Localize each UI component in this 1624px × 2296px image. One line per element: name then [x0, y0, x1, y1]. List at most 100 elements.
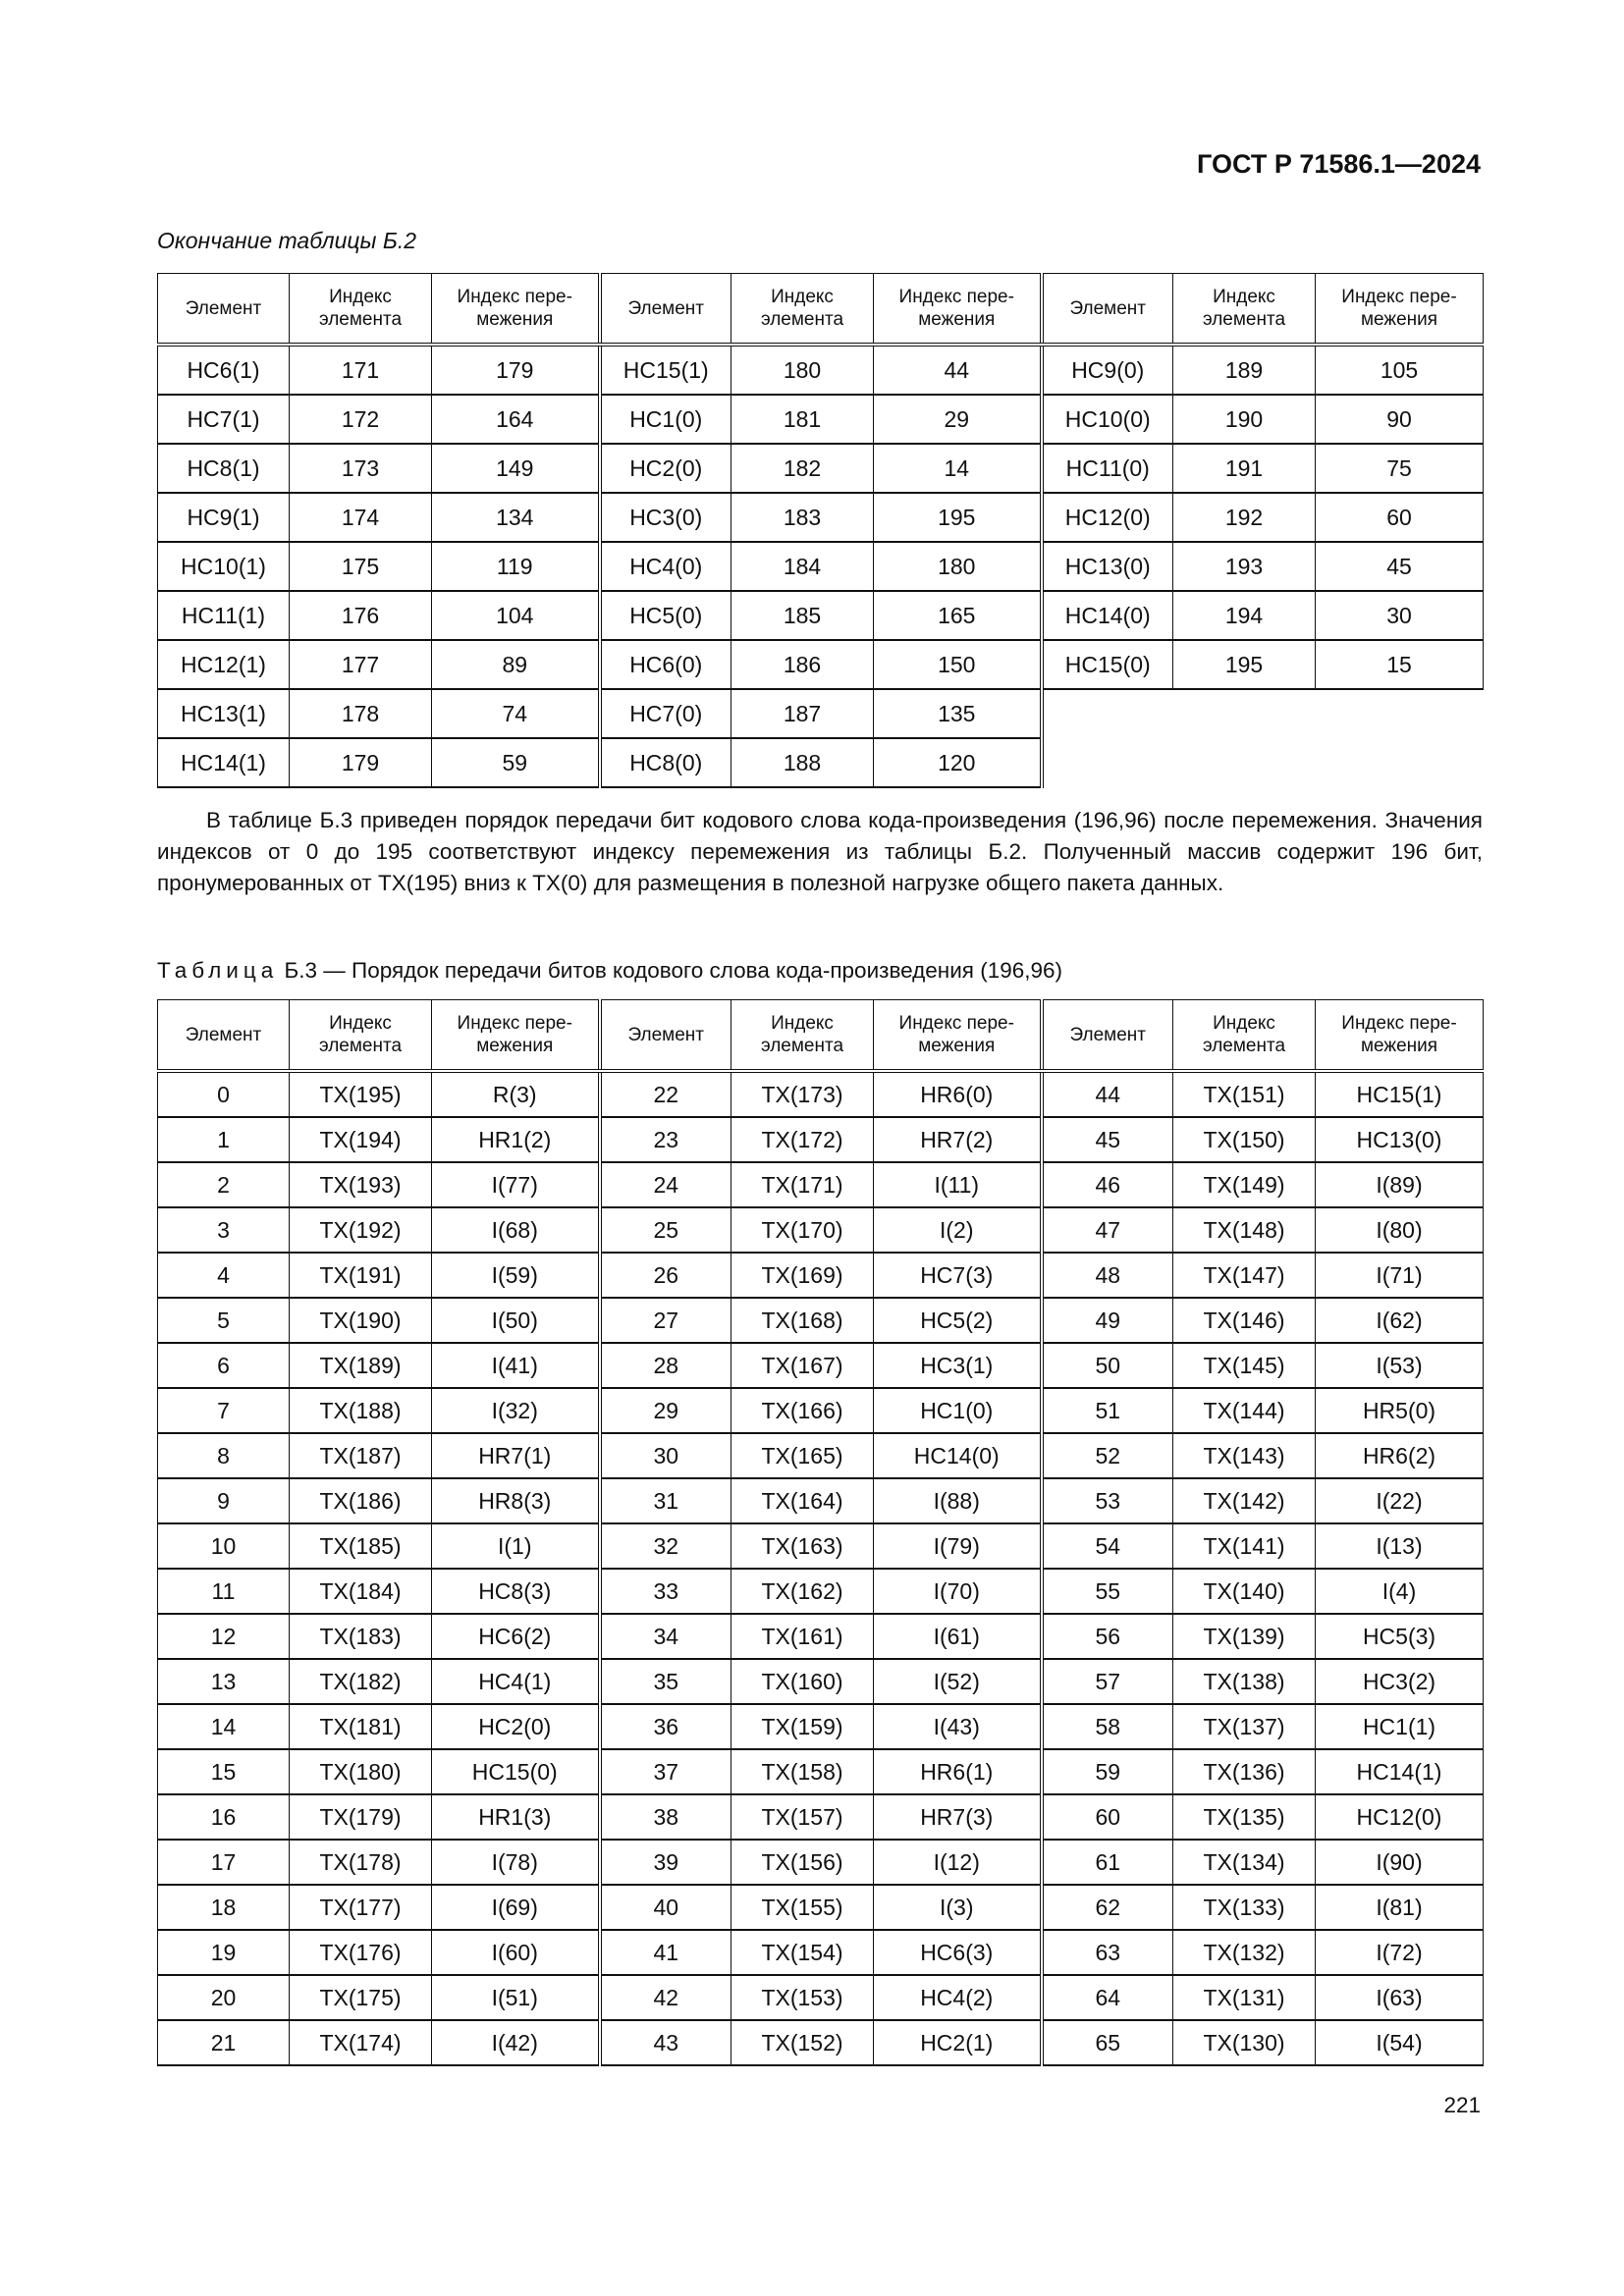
table-cell: 150	[873, 639, 1042, 690]
table-cell: 55	[1039, 1568, 1173, 1615]
column-header: Элемент	[597, 273, 731, 347]
table-row: 21 TX(174) I(42) 43 TX(152) HC2(1) 65 TX(130) I(…	[157, 2019, 1484, 2066]
table-cell: HC1(0)	[873, 1387, 1042, 1434]
table-cell: 89	[431, 639, 600, 690]
table-cell: TX(132)	[1172, 1929, 1316, 1976]
table-continuation-label: Окончание таблицы Б.2	[157, 228, 417, 253]
table-cell: I(77)	[431, 1161, 600, 1208]
table-cell: 182	[731, 443, 874, 494]
table-cell: 187	[731, 688, 874, 739]
column-header: Индекс пере-межения	[1315, 273, 1484, 347]
table-row: 4 TX(191) I(59) 26 TX(169) HC7(3) 48 TX(147) I(7…	[157, 1252, 1484, 1299]
table-cell: 195	[873, 492, 1042, 543]
table-row: 9 TX(186) HR8(3) 31 TX(164) I(88) 53 TX(142) I(2…	[157, 1477, 1484, 1524]
table-cell: TX(176)	[289, 1929, 432, 1976]
table-cell: 173	[289, 443, 432, 494]
table-cell: 48	[1039, 1252, 1173, 1299]
table-cell: 177	[289, 639, 432, 690]
table-cell: I(41)	[431, 1342, 600, 1389]
header-row: Элемент Индекс элемента Индекс пере-межени…	[157, 999, 1484, 1073]
table-cell: 50	[1039, 1342, 1173, 1389]
table-cell: TX(186)	[289, 1477, 432, 1524]
table-cell: TX(181)	[289, 1703, 432, 1750]
table-cell: HC13(0)	[1039, 541, 1173, 592]
table-cell: TX(175)	[289, 1974, 432, 2021]
table-cell: 16	[157, 1793, 290, 1841]
table-cell: HR7(2)	[873, 1116, 1042, 1163]
table-cell: HC4(1)	[431, 1658, 600, 1705]
table-cell: 6	[157, 1342, 290, 1389]
table-cell: 62	[1039, 1884, 1173, 1931]
column-header: Индекс элемента	[1172, 999, 1316, 1073]
table-cell: HC8(0)	[597, 737, 731, 788]
table-cell: I(3)	[873, 1884, 1042, 1931]
column-header: Индекс пере-межения	[431, 999, 600, 1073]
table-cell: 39	[597, 1839, 731, 1886]
table-cell: HR1(3)	[431, 1793, 600, 1841]
table-cell: 5	[157, 1297, 290, 1344]
table-cell: 178	[289, 688, 432, 739]
table-cell: HR7(1)	[431, 1432, 600, 1479]
table-cell: HC5(0)	[597, 590, 731, 641]
table-cell: 45	[1039, 1116, 1173, 1163]
table-cell: I(50)	[431, 1297, 600, 1344]
column-header: Индекс пере-межения	[873, 999, 1042, 1073]
table-row: 7 TX(188) I(32) 29 TX(166) HC1(0) 51 TX(144) HR5…	[157, 1387, 1484, 1434]
table-cell: I(1)	[431, 1522, 600, 1570]
table-cell: TX(140)	[1172, 1568, 1316, 1615]
table-cell: TX(192)	[289, 1206, 432, 1254]
table-cell: TX(148)	[1172, 1206, 1316, 1254]
table-cell: 15	[157, 1748, 290, 1795]
table-cell: 149	[431, 443, 600, 494]
table-cell: 120	[873, 737, 1042, 788]
table-cell: I(60)	[431, 1929, 600, 1976]
table-cell: TX(194)	[289, 1116, 432, 1163]
table-cell: TX(141)	[1172, 1522, 1316, 1570]
table-cell: I(71)	[1315, 1252, 1484, 1299]
table-cell: I(61)	[873, 1613, 1042, 1660]
table-cell: I(54)	[1315, 2019, 1484, 2066]
table-cell: 63	[1039, 1929, 1173, 1976]
table-cell: 40	[597, 1884, 731, 1931]
table-cell: HC11(1)	[157, 590, 290, 641]
table-cell: 17	[157, 1839, 290, 1886]
table-cell: 8	[157, 1432, 290, 1479]
table-cell: HC4(2)	[873, 1974, 1042, 2021]
table-cell: TX(172)	[731, 1116, 874, 1163]
table-cell: I(53)	[1315, 1342, 1484, 1389]
table-cell: HC4(0)	[597, 541, 731, 592]
table-cell: TX(150)	[1172, 1116, 1316, 1163]
table-cell: TX(135)	[1172, 1793, 1316, 1841]
column-header: Индекс элемента	[289, 999, 432, 1073]
table-cell: I(51)	[431, 1974, 600, 2021]
table-cell: TX(185)	[289, 1522, 432, 1570]
table-cell: I(43)	[873, 1703, 1042, 1750]
column-header: Элемент	[1039, 999, 1173, 1073]
table-cell: 54	[1039, 1522, 1173, 1570]
table-cell: TX(169)	[731, 1252, 874, 1299]
table-cell: TX(182)	[289, 1658, 432, 1705]
table-cell: 18	[157, 1884, 290, 1931]
table-cell: 58	[1039, 1703, 1173, 1750]
table-cell: HC11(0)	[1039, 443, 1173, 494]
table-cell: 0	[157, 1070, 290, 1118]
table-cell: 12	[157, 1613, 290, 1660]
table-cell: 27	[597, 1297, 731, 1344]
table-cell: TX(147)	[1172, 1252, 1316, 1299]
table-cell: HC2(1)	[873, 2019, 1042, 2066]
table-cell: 119	[431, 541, 600, 592]
table-row: 20 TX(175) I(51) 42 TX(153) HC4(2) 64 TX(131) I(…	[157, 1974, 1484, 2021]
column-header: Элемент	[1039, 273, 1173, 347]
table-cell: HC5(2)	[873, 1297, 1042, 1344]
table-cell: 28	[597, 1342, 731, 1389]
table-row: 15 TX(180) HC15(0) 37 TX(158) HR6(1) 59 TX(136)…	[157, 1748, 1484, 1795]
table-cell: 179	[289, 737, 432, 788]
table-cell: HR5(0)	[1315, 1387, 1484, 1434]
table-cell: 186	[731, 639, 874, 690]
table-cell: TX(191)	[289, 1252, 432, 1299]
table-cell: TX(177)	[289, 1884, 432, 1931]
column-header: Индекс пере-межения	[431, 273, 600, 347]
table-cell: TX(160)	[731, 1658, 874, 1705]
table-cell: HC6(2)	[431, 1613, 600, 1660]
table-cell: HR6(1)	[873, 1748, 1042, 1795]
